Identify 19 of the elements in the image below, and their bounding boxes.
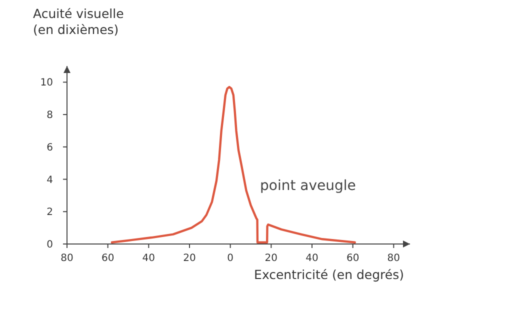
x-tick-label: 80	[387, 253, 400, 264]
y-tick-label: 4	[46, 174, 53, 186]
x-tick-label: 20	[183, 253, 196, 264]
x-tick-label: 20	[264, 253, 278, 264]
x-tick-label: 60	[346, 253, 360, 264]
x-tick-label: 0	[227, 253, 234, 264]
y-axis-title: Acuité visuelle (en dixièmes)	[33, 6, 124, 37]
line-series	[110, 86, 356, 244]
x-tick-label: 40	[142, 253, 156, 264]
y-tick-label: 8	[46, 110, 53, 122]
y-tick-label: 2	[46, 207, 53, 218]
y-tick-label: 6	[46, 142, 53, 154]
y-tick-label: 0	[46, 240, 53, 250]
x-tick-label: 40	[306, 253, 318, 264]
y-tick-label: 10	[40, 78, 53, 89]
x-axis-title: Excentricité (en degrés)	[254, 267, 404, 282]
annotation: point aveugle	[260, 178, 356, 194]
x-tick-label: 80	[60, 253, 74, 264]
x-tick-label: 60	[101, 253, 114, 264]
